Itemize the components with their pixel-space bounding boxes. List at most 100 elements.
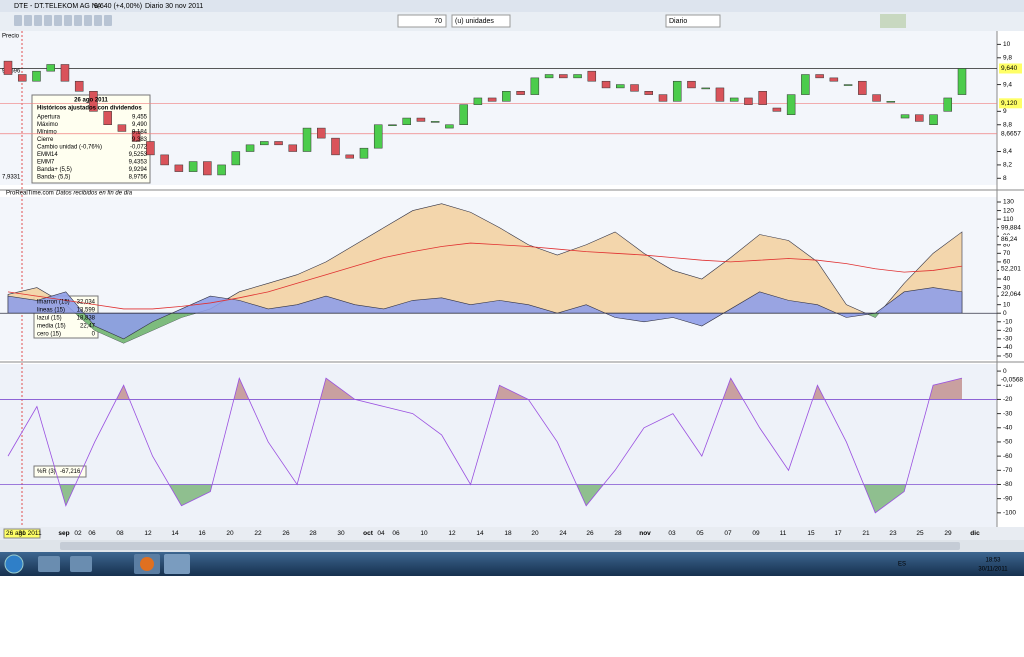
badge-label: 22,064 bbox=[1001, 291, 1021, 298]
tooltip-value: 9,184 bbox=[132, 130, 148, 136]
tooltip-key: Banda- (5,5) bbox=[37, 175, 70, 181]
tool-icon[interactable] bbox=[44, 15, 52, 26]
date-label: 11 bbox=[780, 530, 787, 537]
tool-icon[interactable] bbox=[84, 15, 92, 26]
candle bbox=[587, 70, 597, 82]
candle bbox=[601, 80, 611, 89]
date-label: 31 bbox=[18, 530, 26, 537]
badge-label: 9,120 bbox=[1001, 100, 1018, 107]
candle bbox=[117, 124, 127, 132]
tooltip-value: 9,4353 bbox=[129, 160, 148, 166]
candle bbox=[17, 74, 27, 82]
candle bbox=[174, 164, 184, 172]
candle bbox=[687, 80, 696, 89]
title-bar bbox=[0, 0, 1024, 12]
units-dropdown[interactable] bbox=[451, 14, 511, 28]
date-label: 20 bbox=[531, 530, 539, 537]
date-label: 22 bbox=[254, 530, 262, 537]
tool-icon[interactable] bbox=[74, 15, 82, 26]
tool-icon[interactable] bbox=[34, 15, 42, 26]
window-title: DTE - DT.TELEKOM AG NA bbox=[14, 3, 102, 10]
tooltip-value: 9,383 bbox=[132, 137, 148, 143]
tool-icon[interactable] bbox=[54, 15, 62, 26]
candle bbox=[559, 74, 568, 79]
tool-icon[interactable] bbox=[14, 15, 22, 26]
candle bbox=[260, 141, 269, 146]
tooltip-value: -0,072 bbox=[130, 145, 148, 151]
taskbar-app[interactable] bbox=[70, 556, 92, 572]
date-label: 23 bbox=[889, 530, 897, 537]
candle bbox=[146, 141, 155, 156]
tooltip-value: 9,490 bbox=[132, 122, 148, 128]
candle bbox=[203, 161, 212, 176]
tooltip-heading: Históricos ajustados con dividendos bbox=[37, 106, 142, 112]
date-highlight bbox=[3, 528, 41, 539]
candle bbox=[416, 117, 426, 122]
units-input[interactable] bbox=[397, 14, 447, 28]
y-tick-label: 8,2 bbox=[1003, 162, 1012, 169]
candle bbox=[915, 114, 924, 122]
candle bbox=[46, 64, 55, 72]
candle bbox=[288, 144, 298, 152]
y-tick-label: -10 bbox=[1003, 382, 1013, 389]
units-label: (u) unidades bbox=[455, 18, 494, 25]
date-label: sep bbox=[58, 530, 69, 537]
date-label: oct bbox=[363, 530, 374, 537]
candle bbox=[502, 91, 511, 102]
scroll-thumb[interactable] bbox=[60, 542, 960, 550]
y-tick-label: 80 bbox=[1003, 241, 1011, 248]
y-tick-label: -70 bbox=[1003, 467, 1013, 474]
date-label: 26 bbox=[586, 530, 594, 537]
tool-icon[interactable] bbox=[94, 15, 102, 26]
tool-icon[interactable] bbox=[104, 15, 112, 26]
y-tick-label: 10 bbox=[1003, 301, 1011, 308]
tooltip-value: 9,5253 bbox=[129, 152, 148, 158]
legend-name: media (15) bbox=[37, 324, 66, 330]
candle bbox=[630, 84, 639, 92]
date-label: 09 bbox=[752, 530, 760, 537]
y-tick-label: -20 bbox=[1003, 396, 1013, 403]
badge bbox=[999, 289, 1022, 299]
candle bbox=[929, 114, 938, 125]
left-label: 7,9331 bbox=[2, 175, 21, 181]
y-tick-label: 10 bbox=[1003, 41, 1011, 48]
candle bbox=[74, 80, 84, 92]
badge-label: 9,640 bbox=[1001, 65, 1018, 72]
candle bbox=[573, 74, 582, 79]
y-tick-label: 9 bbox=[1003, 108, 1007, 115]
y-tick-label: -60 bbox=[1003, 453, 1013, 460]
y-tick-label: 8 bbox=[1003, 175, 1007, 182]
candle bbox=[843, 84, 853, 86]
date-label: 30 bbox=[337, 530, 345, 537]
date-label: 18 bbox=[504, 530, 512, 537]
timeframe-dropdown[interactable] bbox=[665, 14, 721, 28]
units-value: 70 bbox=[434, 18, 442, 25]
tooltip-key: Mínimo bbox=[37, 130, 57, 136]
date-label: 12 bbox=[144, 530, 152, 537]
start-button[interactable] bbox=[4, 554, 24, 574]
tooltip-key: Cambio unidad (-0,76%) bbox=[37, 145, 102, 151]
overbought-area bbox=[116, 378, 962, 400]
legend-value: 13,599 bbox=[77, 308, 96, 314]
source: ProRealTime.com bbox=[6, 191, 54, 197]
area bbox=[7, 287, 963, 340]
taskbar-app[interactable] bbox=[38, 556, 60, 572]
date-label: 02 bbox=[74, 530, 82, 537]
tool-icon[interactable] bbox=[24, 15, 32, 26]
tool-icon[interactable] bbox=[64, 15, 72, 26]
date-label: 16 bbox=[198, 530, 206, 537]
y-tick-label: -30 bbox=[1003, 410, 1013, 417]
tooltip-key: Apertura bbox=[37, 115, 61, 121]
tooltip-key: Máximo bbox=[37, 122, 59, 128]
tooltip-key: Banda+ (5,5) bbox=[37, 167, 72, 173]
tooltip-date: 26 ago 2011 bbox=[74, 98, 108, 104]
toolbar bbox=[0, 12, 1024, 31]
tooltip-key: EMM7 bbox=[37, 160, 55, 166]
taskbar-app[interactable] bbox=[164, 554, 190, 574]
candle bbox=[858, 80, 867, 95]
y-tick-label: 110 bbox=[1003, 216, 1014, 223]
date-label: 25 bbox=[916, 530, 924, 537]
y-tick-label: 9,4 bbox=[1003, 81, 1012, 88]
date-label: 05 bbox=[696, 530, 704, 537]
candle bbox=[160, 154, 169, 166]
